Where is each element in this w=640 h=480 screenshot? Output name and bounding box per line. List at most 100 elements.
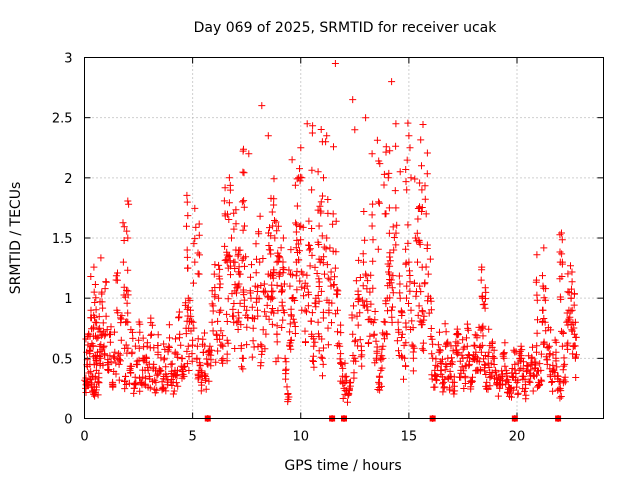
- data-point: [153, 371, 161, 379]
- data-point: [418, 345, 426, 353]
- data-point: [393, 221, 401, 229]
- data-point: [84, 341, 92, 349]
- data-point: [229, 305, 237, 313]
- data-point: [536, 360, 544, 368]
- data-point: [201, 376, 209, 384]
- data-point: [98, 290, 106, 298]
- data-point: [403, 186, 411, 194]
- data-point: [241, 262, 248, 270]
- data-point: [128, 350, 136, 358]
- data-point: [392, 204, 400, 212]
- data-point: [341, 373, 349, 381]
- data-point: [194, 249, 202, 257]
- data-point: [464, 324, 472, 332]
- data-point: [114, 269, 121, 277]
- data-point: [220, 197, 228, 205]
- data-point: [423, 149, 431, 157]
- x-tick-label: 15: [401, 430, 418, 445]
- data-point: [482, 371, 490, 378]
- data-point: [285, 266, 293, 274]
- data-point: [308, 251, 316, 259]
- data-point: [265, 315, 273, 323]
- data-point: [363, 298, 371, 306]
- data-point: [169, 390, 177, 398]
- data-point: [493, 371, 501, 379]
- data-point: [256, 258, 264, 266]
- data-point: [432, 361, 440, 369]
- data-point: [239, 354, 247, 362]
- data-point: [499, 370, 506, 378]
- data-point: [349, 330, 357, 338]
- data-point: [230, 318, 238, 326]
- data-point: [415, 237, 423, 244]
- data-point: [485, 325, 493, 333]
- data-point: [269, 222, 277, 230]
- data-point: [196, 359, 204, 367]
- data-point: [567, 294, 575, 302]
- data-point: [359, 282, 367, 290]
- data-point: [448, 354, 455, 362]
- data-point: [270, 195, 278, 203]
- data-point: [102, 278, 110, 286]
- y-tick-label: 2: [64, 172, 72, 187]
- data-point: [194, 270, 202, 278]
- data-point: [263, 301, 271, 309]
- data-point: [516, 347, 524, 355]
- data-point: [121, 378, 128, 385]
- data-point: [224, 264, 232, 272]
- data-point: [481, 367, 489, 375]
- data-point: [175, 314, 182, 322]
- data-point: [388, 284, 396, 292]
- data-point: [184, 342, 192, 350]
- data-point: [317, 126, 325, 133]
- data-point: [414, 205, 422, 212]
- data-point: [96, 353, 104, 360]
- data-point: [392, 142, 400, 150]
- data-point: [417, 288, 425, 296]
- data-point: [471, 331, 479, 339]
- data-point: [287, 311, 295, 319]
- data-point: [348, 314, 356, 322]
- data-point: [324, 341, 332, 349]
- data-point: [93, 319, 101, 327]
- data-point: [271, 217, 278, 224]
- data-point: [361, 236, 369, 244]
- data-point: [518, 346, 526, 354]
- data-point: [256, 212, 264, 220]
- data-point: [385, 204, 393, 212]
- data-point: [101, 351, 108, 359]
- data-point: [351, 338, 359, 346]
- data-point: [214, 347, 222, 355]
- data-point: [533, 291, 541, 299]
- data-point: [99, 304, 107, 312]
- data-point: [323, 234, 331, 242]
- data-point: [428, 335, 436, 343]
- data-point: [284, 390, 292, 397]
- chart-title: Day 069 of 2025, SRMTID for receiver uca…: [194, 20, 498, 36]
- data-point: [197, 369, 205, 376]
- data-point: [379, 342, 387, 350]
- data-point: [232, 220, 240, 228]
- data-point: [405, 300, 412, 307]
- data-point: [133, 357, 141, 365]
- data-point: [124, 234, 132, 242]
- data-point: [102, 312, 110, 320]
- data-point: [240, 302, 248, 310]
- data-point: [305, 291, 313, 299]
- data-point: [460, 385, 468, 392]
- data-point: [100, 342, 108, 350]
- data-point: [262, 312, 270, 320]
- data-point: [270, 266, 278, 274]
- data-point: [341, 359, 349, 367]
- data-point: [273, 281, 281, 289]
- data-point: [478, 324, 486, 332]
- data-point: [308, 225, 316, 232]
- data-point: [537, 376, 545, 384]
- data-point: [569, 350, 577, 358]
- data-point: [368, 211, 376, 219]
- data-point: [305, 242, 313, 249]
- data-point: [481, 284, 489, 292]
- data-point: [473, 334, 481, 342]
- data-point: [228, 234, 235, 242]
- data-point: [529, 343, 536, 351]
